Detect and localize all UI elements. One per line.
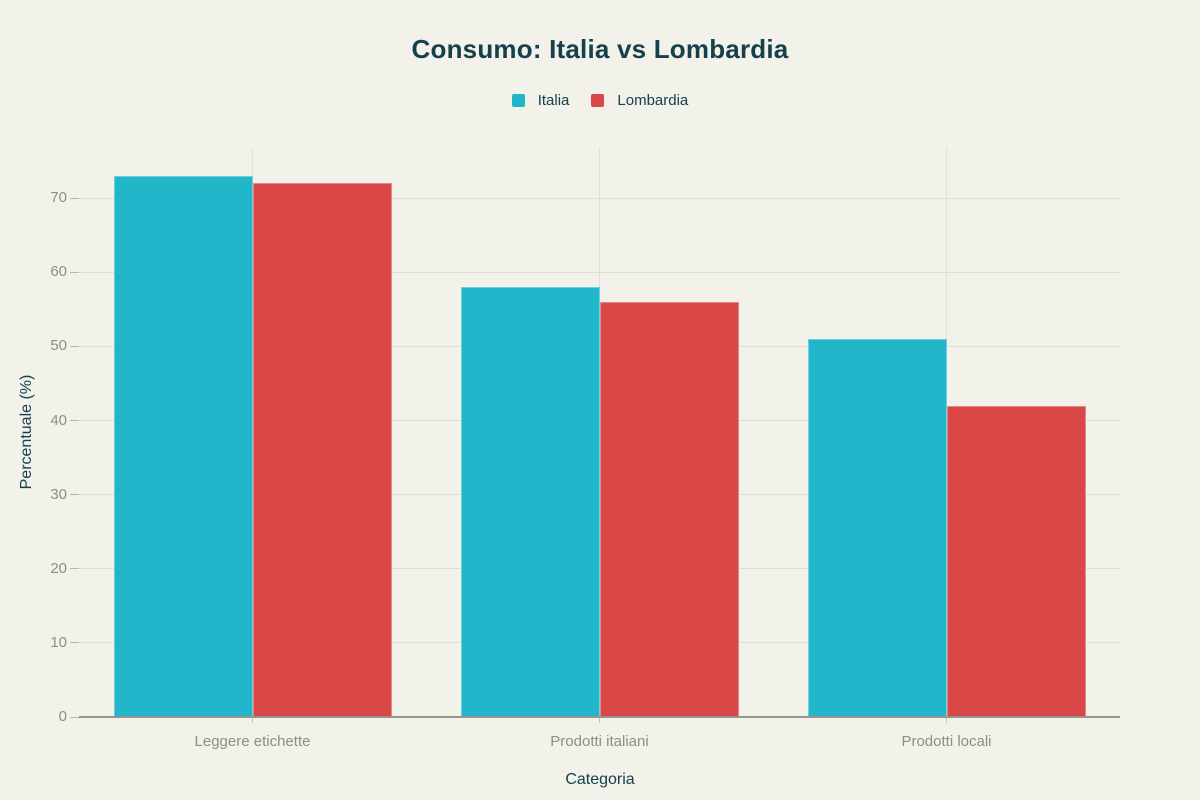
bar-italia-2[interactable] [807, 338, 947, 717]
x-tick-mark [946, 718, 947, 723]
y-tick-label: 10 [50, 633, 67, 651]
legend: Italia Lombardia [0, 92, 1200, 109]
y-tick-mark [70, 197, 79, 199]
x-axis-title: Categoria [565, 771, 635, 788]
y-tick-label: 50 [50, 337, 67, 355]
y-tick-mark [70, 494, 79, 496]
bar-italia-1[interactable] [460, 287, 600, 717]
y-tick-label: 20 [50, 559, 67, 577]
y-tick-label: 40 [50, 411, 67, 429]
y-tick-mark [70, 716, 79, 718]
y-tick-label: 30 [50, 485, 67, 503]
y-tick-label: 70 [50, 189, 67, 207]
x-axis-line [79, 716, 1120, 718]
category-label: Leggere etichette [194, 733, 311, 750]
y-tick-mark [70, 420, 79, 421]
category-label: Prodotti locali [901, 733, 992, 750]
x-tick-mark [599, 718, 600, 723]
legend-item-lombardia[interactable]: Lombardia [591, 92, 688, 109]
y-axis-title: Percentuale (%) [18, 374, 35, 490]
bar-lombardia-2[interactable] [946, 405, 1086, 717]
y-tick-label: 0 [58, 708, 67, 725]
bar-lombardia-1[interactable] [599, 301, 739, 717]
plot-area: 0 10 20 30 40 50 60 70 Leggere etichette Prodotti… [50, 147, 1120, 750]
bar-italia-0[interactable] [113, 175, 253, 717]
chart-title: Consumo: Italia vs Lombardia [411, 34, 789, 64]
legend-label-italia: Italia [537, 92, 570, 109]
legend-swatch-italia [511, 94, 525, 107]
y-tick-mark [70, 568, 79, 570]
y-tick-mark [70, 642, 79, 644]
y-tick-label: 60 [50, 263, 67, 281]
bar-lombardia-0[interactable] [252, 183, 392, 717]
y-tick-mark [70, 271, 79, 273]
category-label: Prodotti italiani [550, 733, 649, 750]
legend-item-italia[interactable]: Italia [511, 92, 570, 109]
legend-label-lombardia: Lombardia [617, 92, 689, 109]
legend-swatch-lombardia [591, 94, 605, 107]
x-tick-mark [252, 718, 253, 723]
y-tick-mark [70, 345, 79, 347]
